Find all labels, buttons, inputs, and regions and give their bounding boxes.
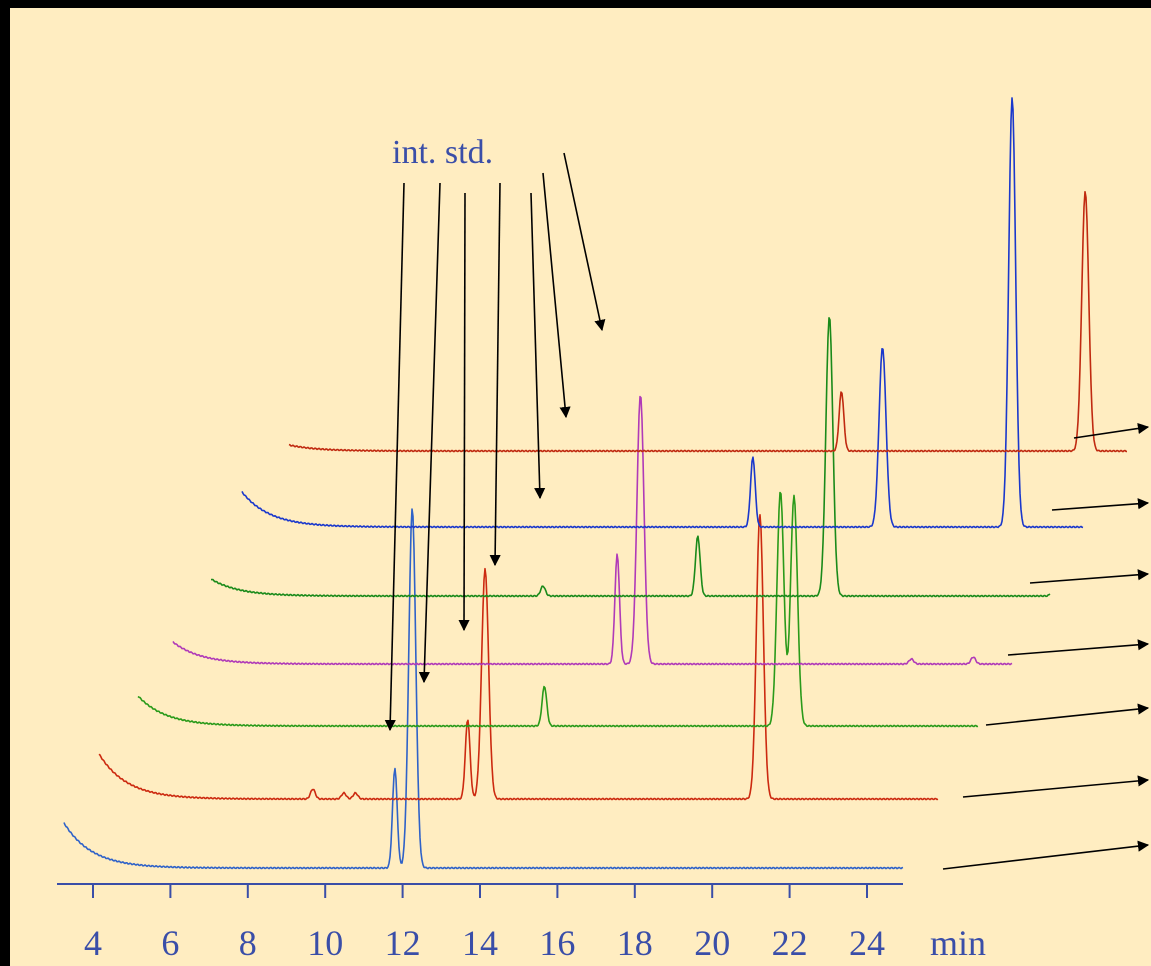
trace-pointer-arrow xyxy=(1073,422,1150,439)
x-tick-label: 10 xyxy=(307,923,343,963)
x-tick-label: 22 xyxy=(772,923,808,963)
int-std-arrow xyxy=(489,182,501,567)
int-std-arrow xyxy=(563,152,606,332)
x-tick-label: 8 xyxy=(239,923,257,963)
chromatogram-trace-5 xyxy=(211,316,1051,598)
int-std-arrow xyxy=(384,182,405,732)
int-std-arrow xyxy=(530,192,546,500)
x-tick-label: 14 xyxy=(462,923,498,963)
x-tick-label: 18 xyxy=(617,923,653,963)
x-tick-label: 12 xyxy=(385,923,421,963)
trace-pointer-arrow xyxy=(1029,569,1150,584)
int-std-arrow xyxy=(458,192,470,632)
chromatogram-trace-2 xyxy=(98,513,939,801)
chromatogram-traces xyxy=(63,97,1127,870)
chromatogram-trace-4 xyxy=(172,395,1013,666)
trace-pointer-arrow xyxy=(942,840,1150,870)
x-tick-labels: 4 6 8 10 12 14 16 18 20 22 24 xyxy=(84,923,885,963)
chart-background xyxy=(10,8,1151,966)
x-tick-label: 6 xyxy=(161,923,179,963)
chromatogram-trace-3 xyxy=(137,491,979,728)
int-std-arrow xyxy=(418,182,441,684)
int-std-arrows xyxy=(384,152,606,732)
chromatogram-trace-6 xyxy=(241,97,1084,529)
trace-pointer-arrows xyxy=(942,422,1150,870)
trace-pointer-arrow xyxy=(985,703,1150,726)
chromatogram-trace-1 xyxy=(63,508,904,870)
x-tick-label: 16 xyxy=(539,923,575,963)
trace-pointer-arrow xyxy=(962,775,1150,798)
x-tick-label: 24 xyxy=(849,923,885,963)
int-std-arrow xyxy=(542,172,571,419)
x-axis xyxy=(57,883,903,898)
x-tick-label: 20 xyxy=(694,923,730,963)
x-tick-label: 4 xyxy=(84,923,102,963)
trace-pointer-arrow xyxy=(1007,639,1150,656)
chromatogram-trace-7 xyxy=(288,191,1127,453)
x-axis-label: min xyxy=(930,923,986,963)
trace-pointer-arrow xyxy=(1051,498,1150,511)
int-std-annotation: int. std. xyxy=(392,134,493,171)
